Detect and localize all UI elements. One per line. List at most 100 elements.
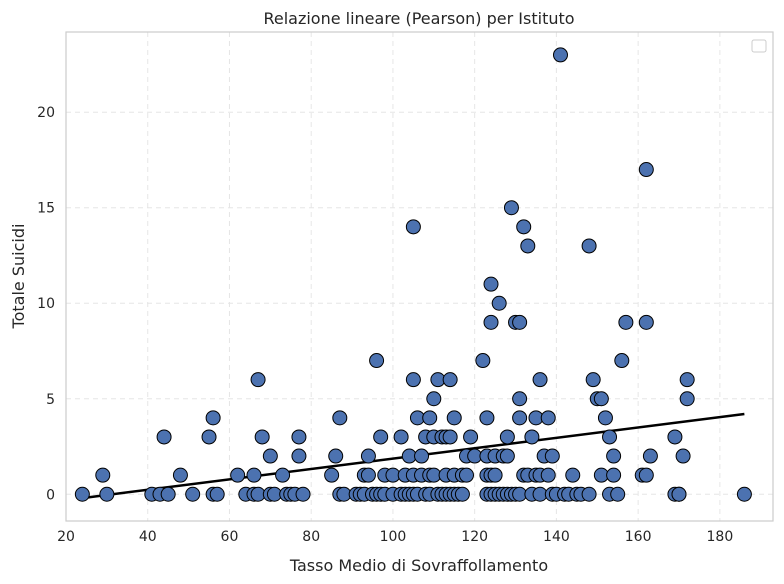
- scatter-point: [442, 372, 458, 388]
- x-tick-label: 180: [707, 529, 734, 545]
- scatter-point: [679, 372, 695, 388]
- scatter-point: [442, 429, 458, 445]
- scatter-point: [499, 448, 515, 464]
- scatter-point: [254, 429, 270, 445]
- scatter-point: [520, 238, 536, 254]
- x-tick-label: 80: [302, 529, 320, 545]
- plot-frame: [65, 31, 774, 522]
- scatter-point: [597, 410, 613, 426]
- scatter-point: [369, 353, 385, 369]
- scatter-point: [540, 410, 556, 426]
- scatter-point: [642, 448, 658, 464]
- y-tick-label: 10: [37, 296, 55, 312]
- scatter-point: [606, 467, 622, 483]
- scatter-point: [638, 314, 654, 330]
- scatter-point: [499, 429, 515, 445]
- scatter-point: [454, 486, 470, 502]
- scatter-point: [291, 429, 307, 445]
- y-tick-labels: 0 5 10 15 20: [37, 105, 55, 503]
- y-tick-label: 5: [46, 392, 55, 408]
- x-tick-label: 20: [57, 529, 75, 545]
- scatter-point: [544, 448, 560, 464]
- scatter-point: [209, 486, 225, 502]
- scatter-point: [675, 448, 691, 464]
- scatter-point: [393, 429, 409, 445]
- scatter-point: [602, 429, 618, 445]
- x-tick-label: 40: [139, 529, 157, 545]
- scatter-point: [736, 486, 752, 502]
- scatter-point: [475, 353, 491, 369]
- scatter-point: [74, 486, 90, 502]
- scatter-point: [585, 372, 601, 388]
- scatter-point: [516, 219, 532, 235]
- scatter-point: [618, 314, 634, 330]
- scatter-point: [532, 372, 548, 388]
- scatter-point: [360, 448, 376, 464]
- scatter-point: [230, 467, 246, 483]
- x-tick-label: 60: [221, 529, 239, 545]
- scatter-point: [185, 486, 201, 502]
- scatter-point: [262, 448, 278, 464]
- scatter-point: [414, 448, 430, 464]
- scatter-points: [74, 47, 752, 502]
- scatter-point: [540, 467, 556, 483]
- scatter-point: [667, 429, 683, 445]
- scatter-point: [671, 486, 687, 502]
- scatter-point: [679, 391, 695, 407]
- x-tick-label: 100: [380, 529, 407, 545]
- scatter-point: [405, 372, 421, 388]
- x-axis-label: Tasso Medio di Sovraffollamento: [289, 556, 548, 575]
- scatter-point: [405, 219, 421, 235]
- scatter-point: [201, 429, 217, 445]
- y-axis-label: Totale Suicidi: [9, 224, 28, 330]
- scatter-point: [552, 47, 568, 63]
- chart-title: Relazione lineare (Pearson) per Istituto: [263, 9, 574, 28]
- scatter-point: [638, 467, 654, 483]
- scatter-point: [373, 429, 389, 445]
- scatter-point: [503, 200, 519, 216]
- scatter-point: [205, 410, 221, 426]
- scatter-point: [446, 410, 462, 426]
- scatter-point: [491, 295, 507, 311]
- x-tick-label: 160: [625, 529, 652, 545]
- scatter-point: [610, 486, 626, 502]
- y-tick-label: 15: [37, 201, 55, 217]
- scatter-point: [156, 429, 172, 445]
- scatter-point: [458, 467, 474, 483]
- scatter-point: [614, 353, 630, 369]
- scatter-point: [172, 467, 188, 483]
- scatter-point: [565, 467, 581, 483]
- scatter-point: [483, 276, 499, 292]
- scatter-point: [324, 467, 340, 483]
- scatter-point: [332, 410, 348, 426]
- scatter-point: [422, 410, 438, 426]
- scatter-point: [275, 467, 291, 483]
- scatter-point: [487, 467, 503, 483]
- x-tick-labels: 20 40 60 80 100 120 140 160 180: [57, 529, 733, 545]
- scatter-point: [512, 314, 528, 330]
- scatter-point: [250, 372, 266, 388]
- legend-box: [751, 39, 767, 53]
- scatter-point: [606, 448, 622, 464]
- x-tick-label: 140: [543, 529, 570, 545]
- scatter-point: [512, 410, 528, 426]
- scatter-point: [360, 467, 376, 483]
- scatter-point: [95, 467, 111, 483]
- scatter-point: [638, 162, 654, 178]
- x-tick-label: 120: [461, 529, 488, 545]
- scatter-point: [291, 448, 307, 464]
- scatter-point: [479, 410, 495, 426]
- scatter-point: [593, 391, 609, 407]
- y-tick-label: 0: [46, 487, 55, 503]
- scatter-point: [512, 391, 528, 407]
- y-tick-label: 20: [37, 105, 55, 121]
- scatter-point: [295, 486, 311, 502]
- scatter-point: [581, 486, 597, 502]
- scatter-point: [160, 486, 176, 502]
- scatter-point: [483, 314, 499, 330]
- scatter-point: [581, 238, 597, 254]
- scatter-point: [524, 429, 540, 445]
- scatter-point: [463, 429, 479, 445]
